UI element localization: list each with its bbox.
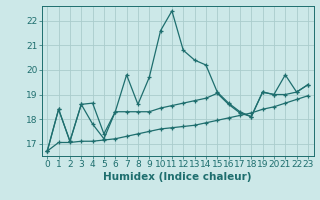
- X-axis label: Humidex (Indice chaleur): Humidex (Indice chaleur): [103, 172, 252, 182]
